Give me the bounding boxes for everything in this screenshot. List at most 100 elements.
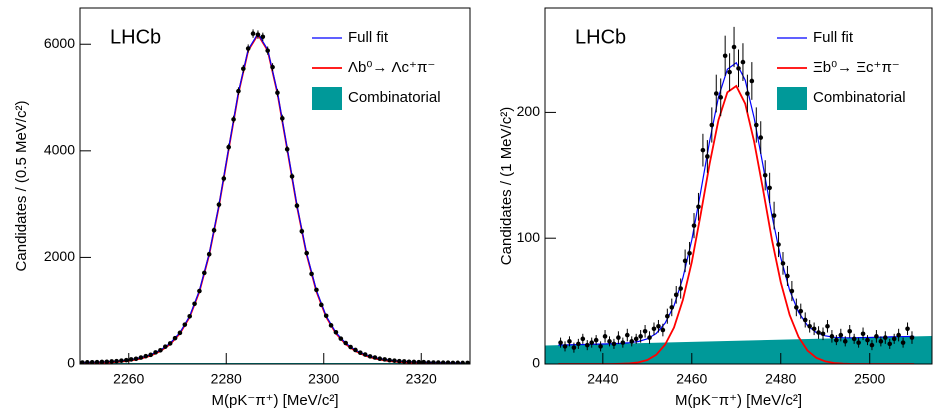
data-point [206, 251, 212, 257]
data-point [785, 273, 790, 279]
annotation: LHCb [575, 26, 626, 48]
plot-area [80, 29, 470, 364]
data-point [900, 340, 906, 345]
data-point [558, 340, 563, 345]
data-point [119, 358, 124, 363]
data-point [602, 334, 608, 339]
data-point [138, 355, 144, 360]
data-point [576, 341, 581, 347]
data-point [709, 122, 715, 128]
data-point [749, 78, 755, 84]
data-point [651, 326, 657, 332]
fit-curve [558, 84, 915, 364]
data-point [265, 48, 270, 53]
data-point [820, 331, 826, 337]
x-tick-label: 2260 [113, 371, 144, 387]
x-tick-label: 2440 [587, 371, 618, 387]
data-point [638, 334, 643, 339]
data-point [333, 329, 339, 335]
data-point [887, 341, 893, 347]
y-tick-label: 6000 [44, 35, 75, 51]
data-point [762, 173, 768, 178]
data-point [406, 359, 412, 364]
data-point [776, 242, 781, 247]
legend-label: Ξb⁰→ Ξc⁺π⁻ [813, 59, 900, 76]
data-point [745, 91, 750, 96]
data-point [691, 223, 697, 228]
data-point [665, 313, 670, 319]
data-point [431, 360, 436, 364]
data-point [177, 330, 183, 336]
data-point [270, 64, 275, 70]
data-point [909, 335, 915, 340]
data-point [611, 341, 617, 347]
data-point [736, 66, 741, 71]
data-point [878, 339, 884, 344]
y-axis-label: Candidates / (1 MeV/c²) [498, 107, 515, 265]
data-point [94, 359, 100, 364]
data-point [656, 323, 661, 329]
data-point [343, 340, 348, 346]
legend-label: Λb⁰→ Λc⁺π⁻ [348, 59, 435, 76]
data-point [705, 154, 710, 159]
data-point [401, 359, 407, 364]
plot-area [545, 26, 932, 364]
data-point [891, 336, 897, 342]
data-point [80, 360, 85, 364]
data-point [241, 66, 246, 72]
data-point [571, 345, 577, 350]
data-point [426, 360, 431, 364]
data-point [589, 340, 595, 345]
y-tick-label: 200 [517, 103, 541, 119]
data-point [465, 360, 470, 364]
y-tick-label: 4000 [44, 142, 75, 158]
data-point [633, 336, 639, 342]
y-tick-label: 0 [67, 355, 75, 371]
data-point [304, 250, 309, 256]
data-point [133, 356, 139, 362]
data-point [280, 116, 285, 121]
data-point [584, 342, 590, 348]
data-point [753, 122, 759, 128]
data-point [124, 357, 129, 363]
data-point [392, 358, 397, 363]
data-point [348, 344, 353, 350]
data-point [182, 322, 188, 327]
data-point [869, 342, 875, 348]
data-point [718, 95, 724, 100]
y-axis-label: Candidates / (0.5 MeV/c²) [13, 101, 30, 272]
legend-key [312, 87, 342, 110]
data-point [197, 288, 202, 294]
data-point [421, 359, 426, 364]
data-point [580, 336, 586, 342]
data-point [673, 292, 679, 298]
y-tick-label: 100 [517, 229, 541, 245]
legend-label: Full fit [348, 29, 389, 46]
annotation: LHCb [110, 26, 161, 48]
data-point [367, 354, 373, 359]
data-point [882, 335, 888, 340]
data-point [669, 305, 675, 310]
data-point [847, 328, 853, 334]
legend-label: Combinatorial [348, 89, 441, 106]
data-point [387, 357, 392, 363]
data-point [114, 358, 119, 364]
data-point [167, 341, 173, 346]
data-point [260, 34, 266, 40]
data-point [319, 302, 324, 308]
data-point [85, 360, 90, 364]
data-point [202, 270, 207, 276]
data-point [338, 336, 344, 341]
data-point [811, 326, 817, 332]
data-point [905, 326, 910, 332]
data-point [372, 355, 378, 360]
fit-curve [82, 32, 463, 364]
x-tick-label: 2480 [765, 371, 796, 387]
data-point [607, 339, 612, 344]
x-tick-label: 2300 [308, 371, 339, 387]
x-tick-label: 2460 [676, 371, 707, 387]
data-point [148, 352, 153, 358]
data-point [713, 91, 719, 96]
